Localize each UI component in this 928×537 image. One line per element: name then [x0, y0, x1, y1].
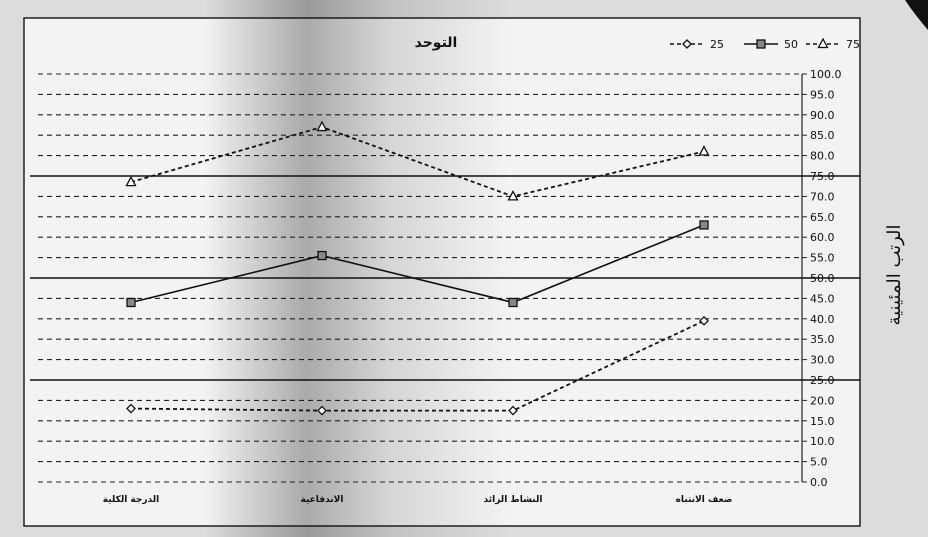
- legend-label-75: 75: [846, 38, 860, 51]
- x-tick-label: ضعف الانتباه: [676, 495, 733, 505]
- data-point-marker: [317, 405, 327, 416]
- y-tick-label: 5.0: [810, 456, 828, 469]
- x-axis-ticks: الدرجة الكلية الاندفاعية النشاط الزائد ضعف …: [103, 495, 733, 505]
- series-line-25: [130, 320, 705, 412]
- y-tick-label: 0.0: [810, 476, 828, 489]
- y-tick-label: 10.0: [810, 435, 835, 448]
- y-tick-label: 30.0: [810, 354, 835, 367]
- data-point-marker: [508, 405, 518, 416]
- series-layer: [125, 120, 710, 416]
- y-tick-label: 90.0: [810, 109, 835, 122]
- data-point-marker: [699, 220, 709, 230]
- data-point-marker: [508, 297, 518, 308]
- data-point-marker: [317, 250, 327, 261]
- legend: 25 50 75: [670, 37, 860, 51]
- y-tick-label: 75.0: [810, 170, 835, 183]
- data-point-marker: [682, 39, 692, 49]
- y-tick-label: 15.0: [810, 415, 835, 428]
- y-tick-label: 35.0: [810, 333, 835, 346]
- series-line-50: [130, 224, 705, 304]
- y-tick-label: 45.0: [810, 292, 835, 305]
- x-tick-label: الدرجة الكلية: [103, 495, 159, 505]
- x-tick-label: النشاط الزائد: [484, 495, 543, 505]
- y-tick-label: 20.0: [810, 394, 835, 407]
- data-point-marker: [507, 190, 519, 201]
- y-tick-label: 70.0: [810, 190, 835, 203]
- data-point-marker: [817, 37, 829, 49]
- y-tick-label: 40.0: [810, 313, 835, 326]
- y-tick-label: 55.0: [810, 252, 835, 265]
- data-point-marker: [698, 145, 710, 156]
- y-axis-ticks: 100.0 95.0 90.0 85.0 80.0 75.0 70.0 65.0 60.0 55.…: [810, 68, 842, 489]
- x-tick-label: الاندفاعية: [301, 495, 344, 505]
- legend-label-25: 25: [710, 38, 724, 51]
- legend-label-50: 50: [784, 38, 798, 51]
- y-axis-label: الرتب المئينية: [884, 224, 905, 325]
- data-point-marker: [126, 297, 136, 308]
- series-line-75: [130, 126, 705, 198]
- data-point-marker: [756, 39, 766, 49]
- reference-lines: [30, 175, 860, 381]
- y-tick-label: 50.0: [810, 272, 835, 285]
- data-point-marker: [699, 315, 709, 326]
- y-tick-label: 60.0: [810, 231, 835, 244]
- chart-title: التوحد: [415, 35, 458, 51]
- y-tick-label: 100.0: [810, 68, 842, 81]
- y-tick-label: 95.0: [810, 88, 835, 101]
- data-point-marker: [316, 120, 328, 132]
- data-point-marker: [125, 175, 137, 187]
- y-tick-label: 85.0: [810, 129, 835, 142]
- y-tick-label: 80.0: [810, 150, 835, 163]
- y-tick-label: 25.0: [810, 374, 835, 387]
- data-point-marker: [126, 403, 136, 414]
- y-tick-label: 65.0: [810, 211, 835, 224]
